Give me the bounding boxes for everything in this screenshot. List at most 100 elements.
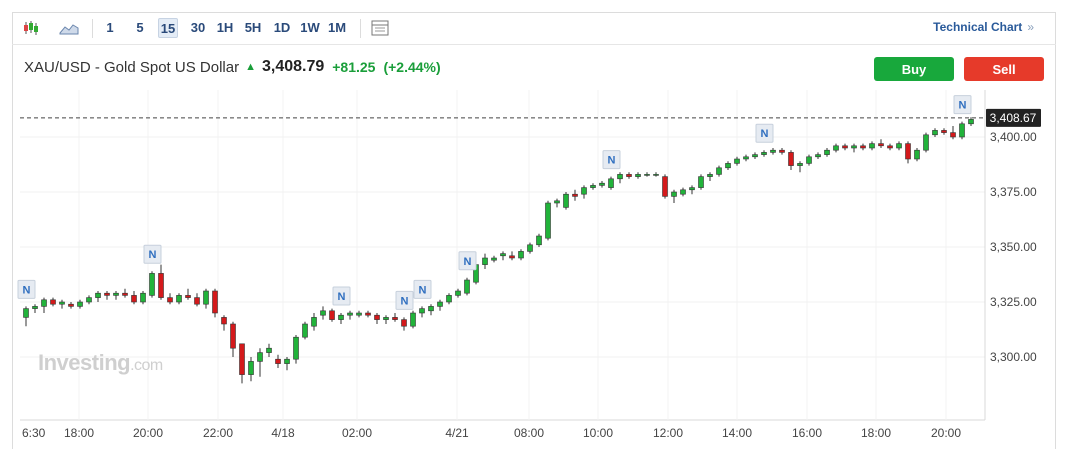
candle-body bbox=[635, 174, 641, 177]
price-change-percent: (+2.44%) bbox=[383, 59, 441, 75]
candle-body bbox=[941, 130, 947, 133]
y-tick-label: 3,400.00 bbox=[990, 130, 1037, 144]
news-marker-badge bbox=[395, 290, 414, 310]
candle-body bbox=[536, 235, 542, 246]
up-arrow-icon: ▲ bbox=[245, 61, 256, 73]
candle-body bbox=[482, 257, 488, 265]
candle-body bbox=[491, 257, 497, 261]
timeframe-1W[interactable]: 1W bbox=[300, 20, 320, 35]
candle-body bbox=[149, 273, 155, 296]
chart-toolbar: 1 5 15 30 1H 5H 1D 1W 1M Technical Chart» bbox=[12, 12, 1056, 45]
news-marker-badge bbox=[143, 244, 162, 264]
candle-body bbox=[608, 178, 614, 188]
candle-body bbox=[464, 279, 470, 294]
news-marker-badge bbox=[332, 286, 351, 306]
news-marker-badge bbox=[755, 123, 774, 143]
last-price: 3,408.79 bbox=[261, 58, 325, 75]
candle-body bbox=[599, 182, 605, 186]
news-marker-label: N bbox=[401, 295, 409, 307]
candle-body bbox=[410, 312, 416, 327]
news-marker-label: N bbox=[23, 284, 31, 296]
x-tick-label: 18:00 bbox=[64, 426, 94, 440]
candle-body bbox=[833, 145, 839, 151]
timeframe-5[interactable]: 5 bbox=[136, 20, 144, 35]
candle-body bbox=[851, 145, 857, 149]
candle-body bbox=[392, 317, 398, 320]
timeframe-30[interactable]: 30 bbox=[190, 20, 206, 35]
x-tick-label: 08:00 bbox=[514, 426, 544, 440]
candle-body bbox=[824, 149, 830, 155]
candle-body bbox=[932, 130, 938, 136]
candle-body bbox=[356, 312, 362, 316]
timeframe-1H[interactable]: 1H bbox=[216, 20, 234, 35]
timeframe-1[interactable]: 1 bbox=[106, 20, 114, 35]
instrument-header: XAU/USD - Gold Spot US Dollar ▲ 3,408.79… bbox=[24, 56, 441, 78]
candle-body bbox=[815, 154, 821, 158]
sell-button[interactable]: Sell bbox=[964, 57, 1044, 81]
candle-body bbox=[671, 191, 677, 197]
candlestick-type-icon[interactable] bbox=[20, 18, 42, 38]
candle-body bbox=[716, 167, 722, 175]
news-marker-label: N bbox=[608, 155, 616, 167]
candle-body bbox=[734, 158, 740, 164]
candle-body bbox=[779, 149, 785, 153]
investing-watermark: Investing.com bbox=[38, 350, 163, 375]
candle-body bbox=[104, 292, 110, 296]
area-chart-icon[interactable] bbox=[58, 18, 80, 38]
candle-body bbox=[77, 301, 83, 307]
candle-body bbox=[770, 149, 776, 153]
candle-body bbox=[959, 123, 965, 138]
candle-body bbox=[113, 292, 119, 296]
candle-body bbox=[212, 290, 218, 314]
candle-body bbox=[158, 273, 164, 298]
candle-body bbox=[752, 154, 758, 158]
timeframe-15[interactable]: 15 bbox=[158, 18, 178, 38]
y-tick-label: 3,350.00 bbox=[990, 240, 1037, 254]
news-marker-label: N bbox=[959, 100, 967, 112]
candle-body bbox=[23, 308, 29, 318]
x-tick-label: 02:00 bbox=[342, 426, 372, 440]
candle-body bbox=[500, 253, 506, 257]
candle-body bbox=[860, 145, 866, 149]
candle-body bbox=[374, 314, 380, 320]
candle-body bbox=[905, 143, 911, 160]
technical-chart-link[interactable]: Technical Chart» bbox=[933, 20, 1034, 34]
candle-body bbox=[518, 251, 524, 259]
layout-icon[interactable] bbox=[369, 18, 391, 38]
timeframe-1M[interactable]: 1M bbox=[327, 20, 347, 35]
double-chevron-right-icon: » bbox=[1027, 20, 1034, 34]
candle-body bbox=[923, 134, 929, 151]
candle-body bbox=[617, 174, 623, 180]
candle-body bbox=[707, 174, 713, 177]
last-price-tag-label: 3,408.67 bbox=[990, 111, 1037, 125]
x-tick-label: 20:00 bbox=[133, 426, 163, 440]
candle-body bbox=[644, 174, 650, 176]
candle-body bbox=[680, 189, 686, 195]
news-marker-label: N bbox=[338, 291, 346, 303]
news-marker-label: N bbox=[149, 249, 157, 261]
candle-body bbox=[887, 145, 893, 149]
candle-body bbox=[761, 152, 767, 155]
candle-body bbox=[419, 308, 425, 314]
candle-body bbox=[185, 295, 191, 298]
candle-body bbox=[275, 358, 281, 364]
x-tick-label: 4/21 bbox=[445, 426, 469, 440]
candle-body bbox=[140, 292, 146, 303]
candle-body bbox=[41, 299, 47, 307]
x-tick-label: 14:00 bbox=[722, 426, 752, 440]
candle-body bbox=[221, 317, 227, 325]
candle-body bbox=[32, 306, 38, 309]
price-change: +81.25 bbox=[332, 59, 376, 75]
candle-body bbox=[626, 174, 632, 177]
candle-body bbox=[320, 310, 326, 316]
timeframe-1D[interactable]: 1D bbox=[273, 20, 291, 35]
buy-button[interactable]: Buy bbox=[874, 57, 954, 81]
y-tick-label: 3,325.00 bbox=[990, 295, 1037, 309]
candle-body bbox=[563, 193, 569, 208]
candle-body bbox=[842, 145, 848, 149]
candle-body bbox=[509, 255, 515, 259]
candle-body bbox=[581, 187, 587, 195]
timeframe-5H[interactable]: 5H bbox=[244, 20, 262, 35]
instrument-name: XAU/USD - Gold Spot US Dollar bbox=[24, 58, 240, 76]
